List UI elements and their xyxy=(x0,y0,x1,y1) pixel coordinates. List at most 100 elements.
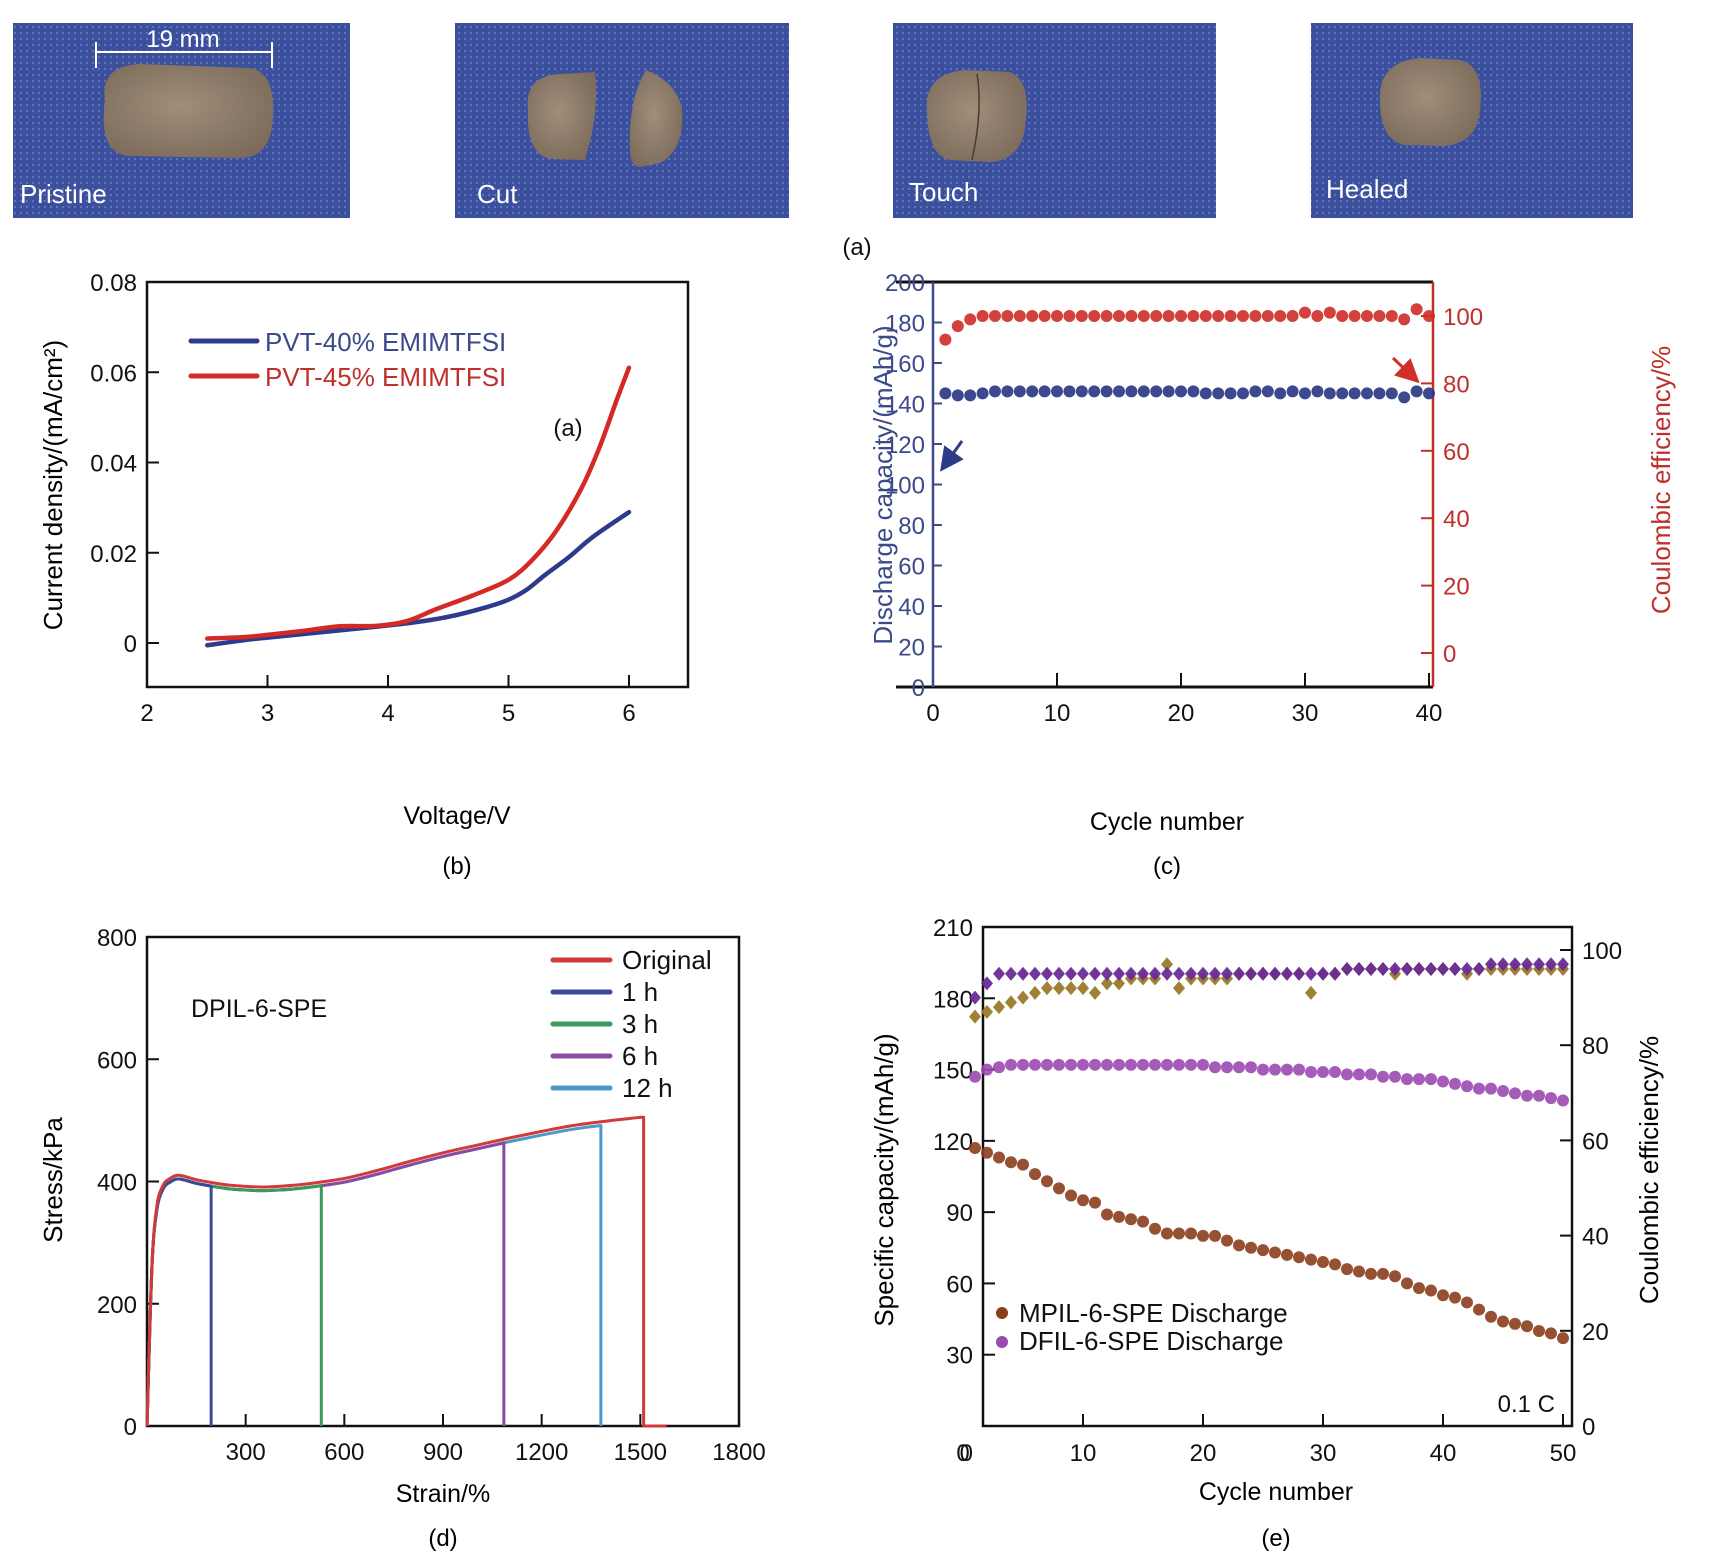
y-tick-label: 0 xyxy=(124,631,137,658)
data-point xyxy=(1377,1267,1389,1280)
data-point xyxy=(1237,387,1249,400)
data-point xyxy=(1329,1258,1341,1271)
data-point xyxy=(1125,310,1138,322)
data-point xyxy=(1385,387,1398,400)
y-tick-label: 80 xyxy=(898,513,925,540)
data-point xyxy=(1077,1194,1089,1207)
panel-caption: (b) xyxy=(442,853,471,880)
y-tick-label: 140 xyxy=(885,392,925,419)
series-line xyxy=(145,1115,667,1428)
panel-d-chart: 300 600 900 1200 1500 1800 0 200 400 600 800 Orig… xyxy=(38,925,766,1552)
legend-label: 6 h xyxy=(622,1041,658,1071)
y-tick-label: 40 xyxy=(898,594,925,621)
data-point xyxy=(1473,1303,1485,1316)
data-point xyxy=(1293,966,1305,981)
data-point xyxy=(1365,962,1377,977)
x-tick-label: 6 xyxy=(622,700,635,727)
data-point xyxy=(1113,976,1125,991)
data-point xyxy=(1051,385,1063,398)
data-point xyxy=(1005,995,1017,1010)
x-tick-label: 2 xyxy=(140,700,153,727)
data-point xyxy=(1423,310,1435,322)
y-tick-label-right: 40 xyxy=(1582,1224,1609,1251)
data-point xyxy=(976,387,989,400)
legend: PVT-40% EMIMTFSI PVT-45% EMIMTFSI xyxy=(188,327,506,392)
data-point xyxy=(1373,310,1386,322)
y-tick-label: 200 xyxy=(97,1292,137,1319)
data-point xyxy=(1245,1241,1257,1254)
data-point xyxy=(1348,310,1361,322)
data-point xyxy=(1485,1082,1497,1095)
x-tick-label: 10 xyxy=(1044,700,1071,727)
data-point xyxy=(1521,1089,1533,1102)
data-point xyxy=(1161,957,1173,972)
data-point xyxy=(1398,313,1411,326)
data-point xyxy=(1173,1058,1185,1071)
data-point xyxy=(1162,385,1175,398)
data-point xyxy=(1026,310,1039,322)
y-tick-label: 100 xyxy=(885,473,925,500)
data-point xyxy=(1365,1068,1377,1081)
data-point xyxy=(1185,1058,1197,1071)
data-point xyxy=(1065,966,1077,981)
data-point xyxy=(1257,1244,1269,1257)
data-point xyxy=(1173,966,1185,981)
legend: MPIL-6-SPE Discharge DFIL-6-SPE Discharg… xyxy=(996,1298,1288,1356)
data-point xyxy=(976,310,989,322)
data-point xyxy=(1365,1267,1377,1280)
x-tick-label: 50 xyxy=(1550,1440,1577,1467)
x-tick-label: 40 xyxy=(1430,1440,1457,1467)
arrow-left-axis-icon xyxy=(940,440,964,472)
data-point xyxy=(1101,1058,1113,1071)
data-point xyxy=(981,1063,993,1076)
data-point xyxy=(1389,962,1401,977)
legend-label: PVT-40% EMIMTFSI xyxy=(265,327,506,357)
data-point xyxy=(1389,1070,1401,1083)
data-point xyxy=(969,1070,981,1083)
data-point xyxy=(1299,306,1311,319)
data-point xyxy=(1249,385,1262,398)
data-point xyxy=(969,1141,981,1154)
data-point xyxy=(1013,385,1026,398)
legend-marker xyxy=(996,1307,1008,1319)
panel-c-chart: 0 10 20 30 40 0 20 40 60 80 100 120 140 160 180 200 0 2… xyxy=(868,270,1676,880)
data-point xyxy=(1029,985,1041,1000)
data-point xyxy=(1341,1068,1353,1081)
y-tick-label: 0 xyxy=(912,675,925,702)
data-point xyxy=(1075,385,1088,398)
series-line xyxy=(205,509,632,648)
data-point xyxy=(1293,1251,1305,1264)
y-tick-label: 180 xyxy=(885,311,925,338)
data-point xyxy=(1041,1175,1053,1188)
data-point xyxy=(1065,1058,1077,1071)
data-point xyxy=(969,990,981,1005)
legend-label: DFIL-6-SPE Discharge xyxy=(1019,1326,1283,1356)
data-point xyxy=(1286,310,1299,322)
data-point xyxy=(1317,1256,1329,1269)
data-point xyxy=(1077,966,1089,981)
data-point xyxy=(1077,1058,1089,1071)
y-axis-label-right: Coulombic efficiency/% xyxy=(1634,1036,1664,1304)
data-point xyxy=(1473,962,1485,977)
photo-cut: Cut xyxy=(455,23,789,218)
data-point xyxy=(1473,1082,1485,1095)
series-line xyxy=(145,1177,323,1427)
data-point xyxy=(1161,1058,1173,1071)
data-point xyxy=(981,1146,993,1159)
data-point xyxy=(1149,1058,1161,1071)
data-point xyxy=(1449,1077,1461,1090)
data-point xyxy=(969,1009,981,1024)
data-point xyxy=(993,966,1005,981)
data-point xyxy=(1017,1058,1029,1071)
y-tick-label: 60 xyxy=(946,1271,973,1298)
data-point xyxy=(1137,966,1149,981)
data-point xyxy=(1509,957,1521,972)
data-point xyxy=(1017,990,1029,1005)
data-point xyxy=(1101,1208,1113,1221)
data-point xyxy=(1317,1065,1329,1078)
data-point xyxy=(1005,966,1017,981)
x-tick-label: 300 xyxy=(226,1439,266,1466)
x-tick-label: 20 xyxy=(1168,700,1195,727)
data-point xyxy=(1329,966,1341,981)
data-point xyxy=(1053,981,1065,996)
